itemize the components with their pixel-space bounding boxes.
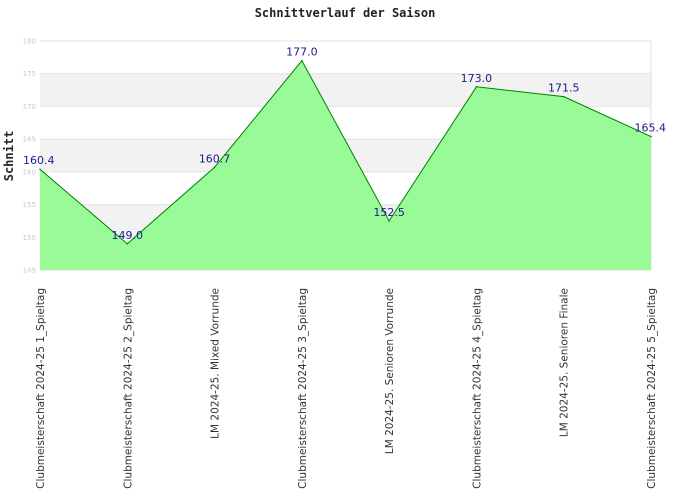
data-point: [126, 243, 129, 245]
series-line: [39, 59, 652, 245]
y-tick-label: 170: [23, 103, 36, 111]
y-tick-labels: 145 150 155 160 165 170 175 180: [23, 38, 36, 275]
data-label: 177.0: [286, 46, 318, 59]
data-labels: 160.4 149.0 160.7 177.0 152.5 173.0 171.5 165.4: [23, 46, 666, 242]
y-tick-label: 180: [23, 38, 36, 46]
x-tick-label: Clubmeisterschaft 2024-25 5_Spieltag: [646, 288, 658, 489]
data-label: 165.4: [635, 122, 667, 135]
data-point: [301, 59, 303, 62]
data-label: 149.0: [112, 229, 144, 242]
y-tick-label: 165: [23, 136, 36, 144]
y-tick-label: 175: [23, 70, 36, 78]
data-point: [39, 168, 41, 171]
x-tick-label: Clubmeisterschaft 2024-25 3_Spieltag: [297, 288, 309, 489]
x-tick-labels: Clubmeisterschaft 2024-25 1_Spieltag Club…: [35, 288, 658, 489]
chart-title: Schnittverlauf der Saison: [255, 6, 436, 20]
data-label: 160.7: [199, 152, 231, 165]
data-label: 173.0: [461, 72, 493, 85]
y-tick-label: 150: [23, 234, 36, 242]
y-tick-label: 145: [23, 267, 36, 275]
data-point: [562, 95, 565, 98]
data-label: 152.5: [373, 206, 405, 219]
data-label: 160.4: [23, 154, 55, 167]
y-tick-label: 155: [23, 201, 36, 209]
data-point: [650, 135, 652, 138]
x-tick-label: Clubmeisterschaft 2024-25 1_Spieltag: [35, 288, 47, 489]
x-tick-label: LM 2024-25. Senioren Vorrunde: [384, 288, 396, 454]
area-fill: [40, 60, 651, 270]
area-series: [39, 59, 652, 270]
y-axis-label: Schnitt: [2, 131, 16, 182]
x-tick-label: LM 2024-25. Mixed Vorrunde: [210, 288, 222, 439]
x-tick-label: Clubmeisterschaft 2024-25 4_Spieltag: [471, 288, 483, 489]
data-point: [388, 220, 390, 222]
y-tick-label: 160: [23, 168, 36, 176]
data-point: [213, 166, 216, 169]
x-tick-label: Clubmeisterschaft 2024-25 2_Spieltag: [122, 288, 134, 489]
data-label: 171.5: [548, 82, 580, 95]
x-tick-label: LM 2024-25. Senioren Finale: [559, 288, 571, 437]
data-point: [475, 86, 478, 88]
